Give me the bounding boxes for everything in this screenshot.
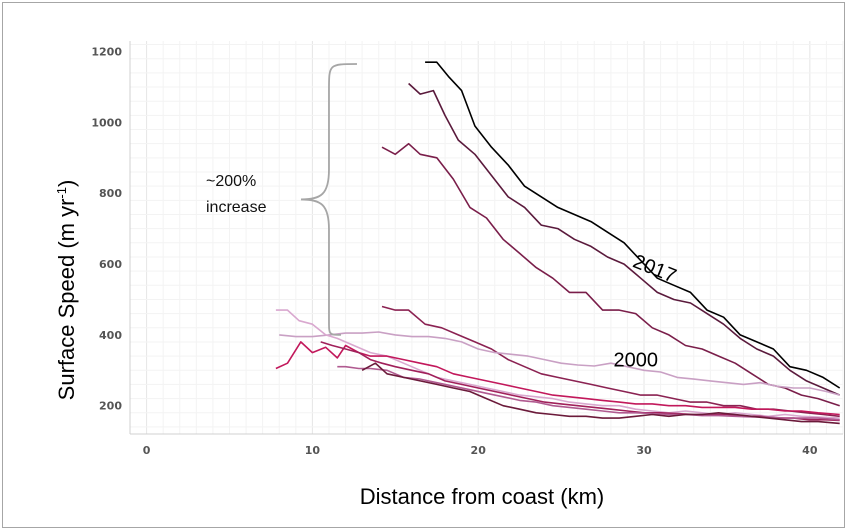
label-2000: 2000 bbox=[613, 350, 658, 372]
y-tick-label: 800 bbox=[99, 187, 122, 200]
increase-annotation-line: ~200% bbox=[206, 173, 256, 190]
x-tick-label: 0 bbox=[143, 444, 151, 457]
y-axis-label-superscript: -1 bbox=[54, 187, 69, 199]
gridlines bbox=[129, 41, 844, 434]
series-line-1 bbox=[425, 61, 841, 389]
x-tick-label: 40 bbox=[802, 444, 818, 457]
x-tick-label: 30 bbox=[636, 444, 652, 457]
axes bbox=[129, 41, 843, 435]
tick-labels: 0 10 20 30 40 200 400 600 800 1000 1200 bbox=[91, 46, 817, 457]
series-line-2 bbox=[408, 82, 841, 396]
x-tick-label: 10 bbox=[305, 444, 321, 457]
x-tick-label: 20 bbox=[471, 444, 487, 457]
series-line-9 bbox=[337, 365, 840, 421]
y-axis-label-main: Surface Speed (m yr bbox=[54, 199, 79, 401]
y-tick-label: 1200 bbox=[91, 46, 122, 59]
x-axis-label: Distance from coast (km) bbox=[360, 484, 605, 509]
y-axis-label-close: ) bbox=[54, 180, 79, 187]
y-tick-label: 600 bbox=[99, 258, 122, 271]
series-line-7 bbox=[275, 341, 840, 416]
y-tick-label: 1000 bbox=[91, 116, 122, 129]
series-line-3 bbox=[381, 142, 840, 407]
data-series bbox=[275, 61, 841, 425]
series-line-5 bbox=[279, 331, 840, 396]
y-tick-label: 400 bbox=[99, 329, 122, 342]
series-line-6 bbox=[275, 309, 840, 419]
increase-brace bbox=[300, 63, 357, 336]
increase-annotation-line: increase bbox=[206, 199, 267, 216]
y-tick-label: 200 bbox=[99, 400, 122, 413]
y-axis-label: Surface Speed (m yr-1) bbox=[54, 180, 79, 401]
series-line-10 bbox=[361, 362, 840, 425]
label-2017: 2017 bbox=[630, 251, 680, 288]
